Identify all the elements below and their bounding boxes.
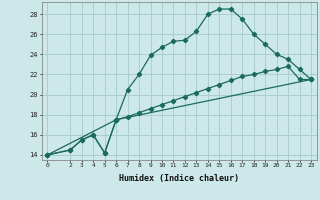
X-axis label: Humidex (Indice chaleur): Humidex (Indice chaleur) — [119, 174, 239, 183]
